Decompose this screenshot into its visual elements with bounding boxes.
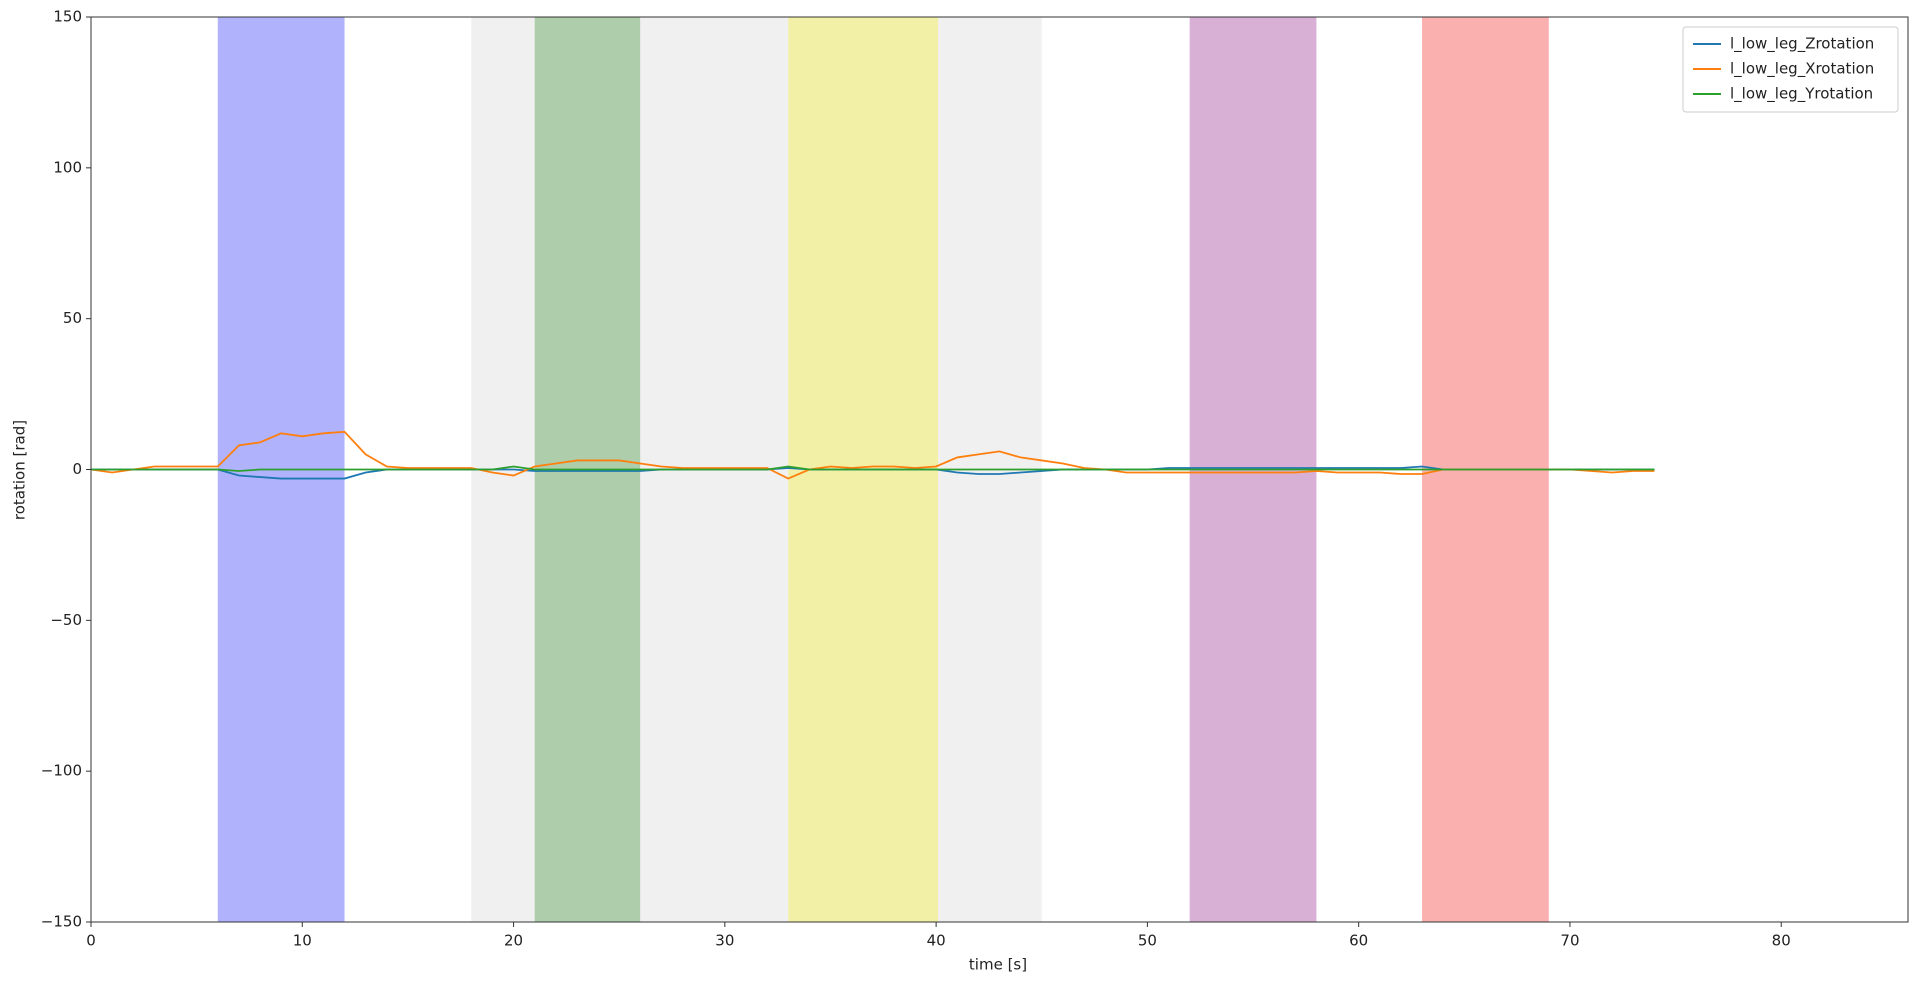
x-tick-label: 30 — [715, 932, 734, 950]
x-tick-label: 20 — [504, 932, 523, 950]
y-tick-label: −100 — [41, 762, 82, 780]
x-tick-label: 50 — [1138, 932, 1157, 950]
y-axis-label: rotation [rad] — [11, 420, 29, 520]
x-tick-label: 60 — [1349, 932, 1368, 950]
x-axis-label: time [s] — [969, 956, 1027, 974]
series-line — [91, 465, 1655, 472]
x-tick-label: 80 — [1772, 932, 1791, 950]
x-tick-label: 0 — [86, 932, 96, 950]
y-tick-label: −150 — [41, 913, 82, 931]
y-tick-label: 50 — [63, 309, 82, 327]
x-tick-label: 10 — [293, 932, 312, 950]
y-tick-label: 0 — [72, 460, 82, 478]
x-tick-label: 70 — [1560, 932, 1579, 950]
x-tick-label: 40 — [927, 932, 946, 950]
legend-label: l_low_leg_Xrotation — [1730, 60, 1874, 79]
y-tick-label: 150 — [53, 8, 82, 26]
y-tick-label: −50 — [50, 611, 82, 629]
legend-box — [1682, 26, 1899, 113]
plot-frame — [90, 16, 1909, 923]
y-tick-label: 100 — [53, 158, 82, 176]
legend-label: l_low_leg_Yrotation — [1730, 85, 1873, 104]
legend: l_low_leg_Zrotation l_low_leg_Xrotation l_… — [1682, 26, 1899, 113]
legend-label: l_low_leg_Zrotation — [1730, 35, 1874, 54]
series-line — [90, 430, 1655, 480]
